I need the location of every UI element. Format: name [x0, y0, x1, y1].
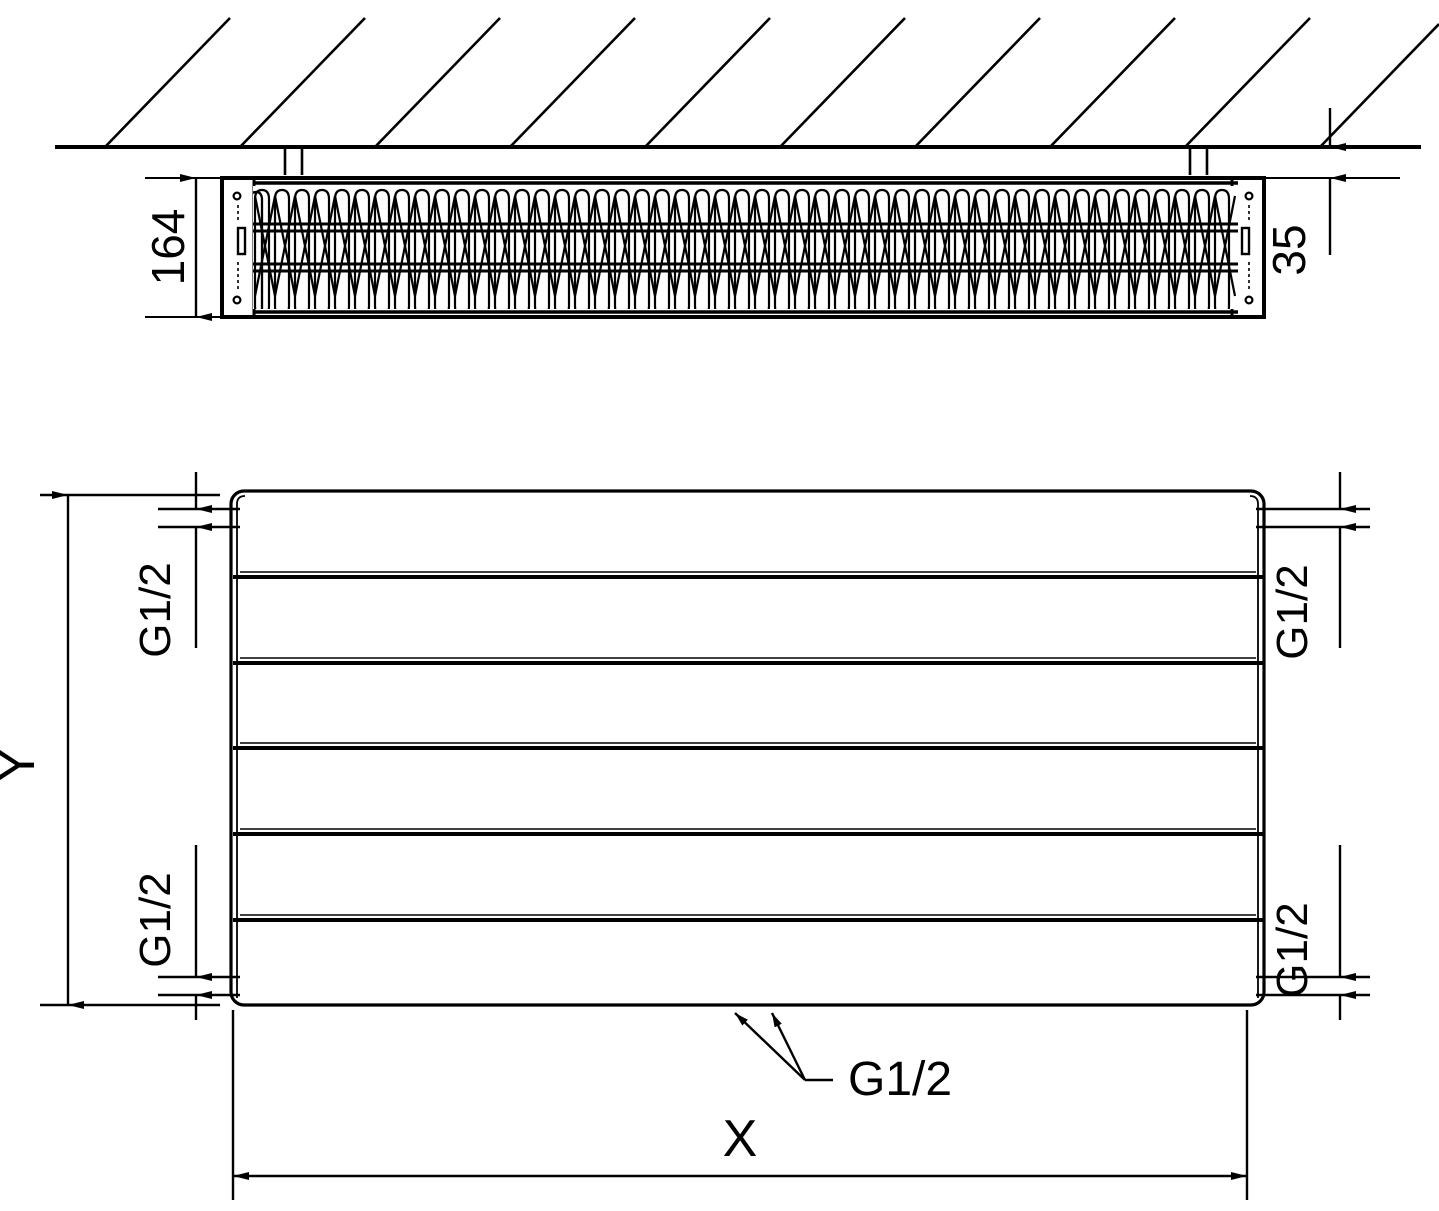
panel-profile-hairlines: [240, 571, 1256, 916]
g-thread-dim-bottom-right: G1/2: [1268, 845, 1356, 1020]
g-thread-label-bottom-center: G1/2: [848, 1053, 952, 1106]
convector-fin-pattern: [253, 186, 1238, 309]
radiator-side-section: [220, 176, 1266, 319]
leader-line-a: [734, 1012, 806, 1081]
g-thread-dim-bottom-left: G1/2: [131, 845, 212, 1020]
g-thread-dim-top-right: G1/2: [1268, 472, 1356, 660]
fin-loops-group: [253, 188, 1231, 309]
depth-dimension-group: 164: [142, 174, 238, 321]
panel-edge-inner-lines: [236, 495, 1259, 998]
connection-bottom-left: [158, 975, 240, 997]
wall-assembly: [55, 17, 1439, 149]
wall-hatching: [104, 17, 1439, 148]
wall-brackets: [283, 147, 1209, 175]
height-dimension-label: Y: [0, 748, 46, 783]
g-thread-label-bottom-left: G1/2: [131, 872, 180, 967]
water-channel-lines: [253, 222, 1238, 273]
width-dimension-group: X: [231, 1010, 1249, 1200]
width-dimension-label: X: [723, 1110, 758, 1168]
g-thread-label-top-left: G1/2: [131, 562, 180, 657]
g-thread-dim-top-left: G1/2: [131, 472, 212, 658]
body-inner-frame: [253, 181, 1238, 314]
connection-top-right: [1256, 507, 1370, 529]
g-thread-leader-bottom-center: G1/2: [734, 1012, 952, 1106]
height-dimension-group: Y: [0, 491, 220, 1009]
wall-gap-dimension-group: 35: [1263, 108, 1400, 276]
leader-line-b: [770, 1012, 807, 1081]
convector-zigzag: [253, 195, 1237, 297]
depth-dimension-label: 164: [142, 209, 194, 286]
radiator-front-elevation: [229, 489, 1266, 1007]
connection-top-left: [158, 507, 240, 529]
g-thread-label-top-right: G1/2: [1268, 564, 1317, 659]
g-thread-label-bottom-right: G1/2: [1268, 902, 1317, 997]
wall-gap-dimension-label: 35: [1263, 224, 1315, 275]
panel-profile-lines: [233, 575, 1263, 922]
